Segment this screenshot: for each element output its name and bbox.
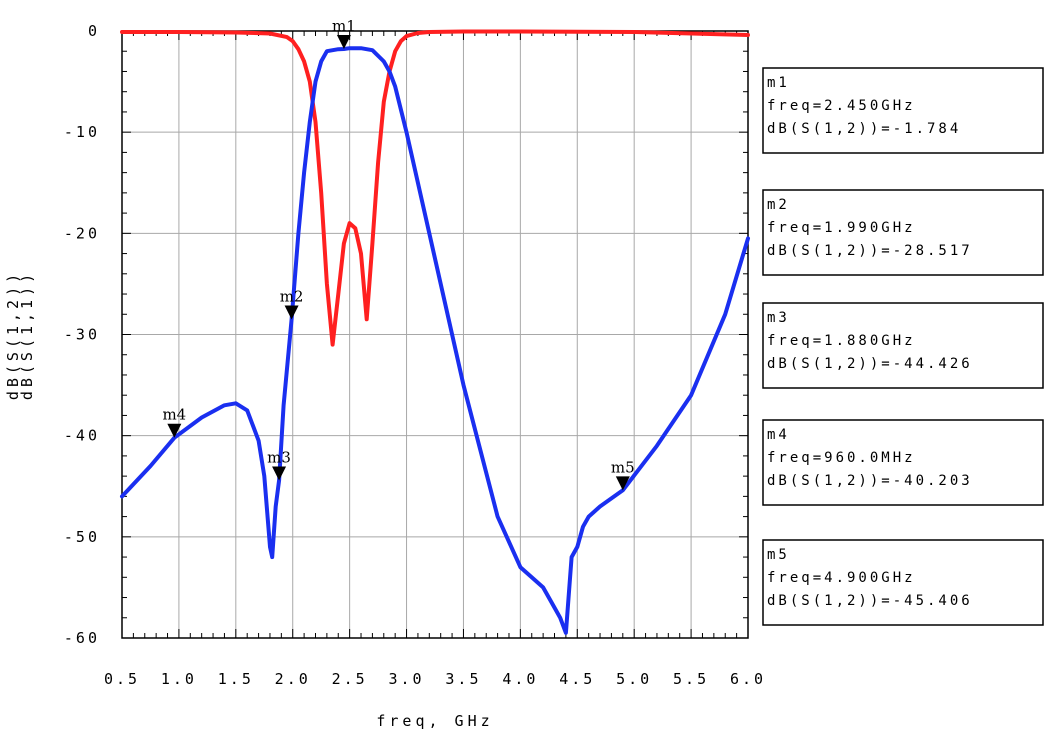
s12-line <box>120 46 750 635</box>
readout-name-m1: m1 <box>767 75 790 91</box>
y-tick-label: -60 <box>64 629 100 647</box>
marker-triangle-m2 <box>284 305 299 320</box>
x-tick-label: 0.5 <box>104 670 140 688</box>
marker-label-m3: m3 <box>267 448 291 466</box>
y-tick-label: -10 <box>64 123 100 141</box>
readout-value-m3: dB(S(1,2))=-44.426 <box>767 356 973 372</box>
readout-freq-m5: freq=4.900GHz <box>767 570 916 586</box>
x-tick-label: 6.0 <box>730 670 766 688</box>
readout-name-m5: m5 <box>767 547 790 563</box>
readout-freq-m3: freq=1.880GHz <box>767 333 916 349</box>
marker-triangle-m5 <box>615 476 630 491</box>
y-tick-label: -20 <box>64 224 100 242</box>
readout-box-m4 <box>762 419 1044 506</box>
x-tick-label: 3.5 <box>445 670 481 688</box>
readout-value-m1: dB(S(1,2))=-1.784 <box>767 121 961 137</box>
x-tick-label: 5.0 <box>616 670 652 688</box>
x-tick-label: 1.0 <box>161 670 197 688</box>
marker-triangle-m4 <box>167 423 182 438</box>
x-tick-label: 1.5 <box>218 670 254 688</box>
y-axis-title-s12: dB(S(1,2)) <box>4 270 22 400</box>
readout-freq-m1: freq=2.450GHz <box>767 98 916 114</box>
y-axis-title: dB(S(1,1)) dB(S(1,2)) <box>4 270 36 400</box>
readout-freq-m2: freq=1.990GHz <box>767 220 916 236</box>
readout-box-m2 <box>762 189 1044 276</box>
readout-box-m3 <box>762 302 1044 389</box>
x-tick-label: 2.5 <box>332 670 368 688</box>
readout-box-m1 <box>762 67 1044 154</box>
marker-label-m1: m1 <box>332 17 356 35</box>
y-tick-label: -50 <box>64 528 100 546</box>
x-tick-label: 3.0 <box>388 670 424 688</box>
y-tick-label: -30 <box>64 326 100 344</box>
readout-value-m2: dB(S(1,2))=-28.517 <box>767 243 973 259</box>
grid-lines <box>122 31 748 638</box>
series-lines <box>120 29 750 635</box>
x-tick-label: 4.0 <box>502 670 538 688</box>
marker-readouts: m1 freq=2.450GHz dB(S(1,2))=-1.784 m2 freq=1… <box>762 67 1044 626</box>
marker-triangle-m1 <box>336 35 351 50</box>
readout-freq-m4: freq=960.0MHz <box>767 450 916 466</box>
marker-label-m2: m2 <box>280 287 304 305</box>
x-tick-label: 2.0 <box>275 670 311 688</box>
x-tick-label: 5.5 <box>673 670 709 688</box>
readout-value-m5: dB(S(1,2))=-45.406 <box>767 593 973 609</box>
y-tick-label: 0 <box>88 22 100 40</box>
readout-name-m3: m3 <box>767 310 790 326</box>
s11-line <box>120 29 750 347</box>
y-tick-label: -40 <box>64 427 100 445</box>
marker-triangle-m3 <box>272 466 287 481</box>
tick-labels: 0.5 1.0 1.5 2.0 2.5 3.0 3.5 4.0 4.5 5.0 5.5 6.0 0 -10… <box>64 22 766 688</box>
readout-name-m4: m4 <box>767 427 790 443</box>
readout-value-m4: dB(S(1,2))=-40.203 <box>767 473 973 489</box>
readout-name-m2: m2 <box>767 197 790 213</box>
marker-label-m4: m4 <box>162 406 186 424</box>
marker-label-m5: m5 <box>611 458 635 476</box>
readout-box-m5 <box>762 539 1044 626</box>
x-axis-title: freq, GHz <box>376 712 493 730</box>
y-axis-title-s11: dB(S(1,1)) <box>18 270 36 400</box>
markers: m1 m2 m3 m4 m5 <box>162 17 635 491</box>
x-tick-label: 4.5 <box>559 670 595 688</box>
